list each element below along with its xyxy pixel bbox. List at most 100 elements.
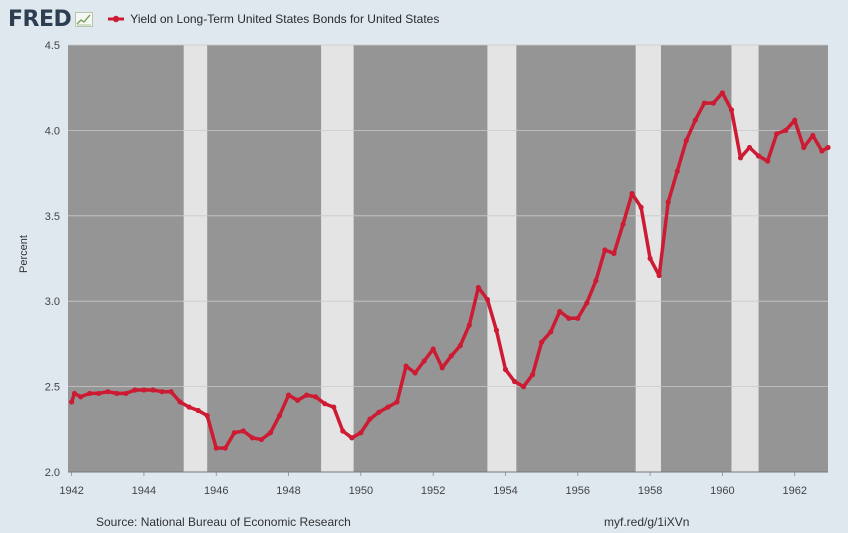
data-point xyxy=(159,389,165,395)
source-note: Source: National Bureau of Economic Rese… xyxy=(96,515,351,529)
data-point xyxy=(674,168,680,174)
data-point xyxy=(792,117,798,123)
data-point xyxy=(557,308,563,315)
data-point xyxy=(294,397,301,403)
chart-header: FRED Yield on Long-Term United States Bo… xyxy=(8,6,439,32)
data-point xyxy=(819,148,825,154)
data-point xyxy=(457,343,463,349)
data-point xyxy=(96,390,102,397)
x-tick-label: 1956 xyxy=(566,485,590,497)
data-point xyxy=(304,392,310,398)
recession-band xyxy=(487,45,517,472)
data-point xyxy=(765,158,771,164)
x-tick-label: 1960 xyxy=(710,485,734,497)
data-point xyxy=(358,430,364,436)
data-point xyxy=(710,100,716,106)
x-tick-label: 1946 xyxy=(204,485,228,497)
recession-band xyxy=(183,45,208,472)
x-tick-label: 1962 xyxy=(782,485,806,497)
fred-logo[interactable]: FRED xyxy=(8,6,72,32)
data-point xyxy=(87,390,93,397)
data-point xyxy=(484,296,491,303)
y-tick-label: 3.0 xyxy=(45,296,60,308)
data-point xyxy=(548,329,554,335)
data-point xyxy=(231,430,237,436)
data-point xyxy=(448,353,454,359)
data-point xyxy=(719,90,726,96)
data-point xyxy=(502,366,509,373)
fred-chart-icon xyxy=(75,11,94,27)
data-point xyxy=(367,416,373,422)
data-point xyxy=(584,300,590,306)
data-point xyxy=(783,127,789,133)
data-point xyxy=(71,390,78,397)
data-point xyxy=(575,315,581,321)
data-point xyxy=(204,413,210,419)
data-point xyxy=(267,430,274,436)
data-point xyxy=(629,190,635,197)
data-point xyxy=(602,247,608,253)
data-point xyxy=(78,394,84,400)
y-tick-label: 4.0 xyxy=(45,125,60,137)
data-point xyxy=(213,445,219,451)
x-tick-label: 1954 xyxy=(493,485,517,497)
x-tick-label: 1950 xyxy=(349,485,373,497)
data-point xyxy=(439,365,445,371)
y-tick-label: 3.5 xyxy=(45,211,60,223)
data-point xyxy=(566,315,572,321)
data-point xyxy=(737,155,744,161)
data-point xyxy=(141,387,147,393)
y-tick-label: 4.5 xyxy=(45,40,60,52)
data-point xyxy=(186,404,192,410)
data-point xyxy=(430,346,436,352)
data-point xyxy=(801,144,807,151)
data-point xyxy=(276,413,283,419)
data-point xyxy=(285,392,292,398)
data-point xyxy=(683,138,689,144)
data-point xyxy=(755,153,762,159)
data-point xyxy=(511,378,518,385)
data-point xyxy=(132,387,138,393)
data-point xyxy=(466,322,472,328)
data-point xyxy=(114,390,120,397)
data-point xyxy=(340,428,346,434)
x-tick-label: 1958 xyxy=(638,485,662,497)
data-point xyxy=(593,278,599,284)
data-point xyxy=(385,404,391,410)
recession-band xyxy=(321,45,354,472)
data-point xyxy=(692,117,698,123)
data-point xyxy=(123,390,129,397)
data-point xyxy=(647,255,653,262)
short-link[interactable]: myf.red/g/1iXVn xyxy=(604,515,690,529)
legend[interactable]: Yield on Long-Term United States Bonds f… xyxy=(107,12,439,26)
data-point xyxy=(195,407,201,414)
data-point xyxy=(150,387,156,393)
data-point xyxy=(475,284,481,291)
data-point xyxy=(825,144,831,151)
data-point xyxy=(349,435,355,441)
data-point xyxy=(620,221,626,227)
data-point xyxy=(376,409,382,415)
y-tick-label: 2.5 xyxy=(45,382,60,394)
data-point xyxy=(412,370,418,376)
data-point xyxy=(258,436,265,443)
data-point xyxy=(394,399,400,405)
data-point xyxy=(810,132,816,139)
data-point xyxy=(105,389,111,395)
plot-area xyxy=(68,45,828,472)
data-point xyxy=(530,372,536,378)
data-point xyxy=(240,428,246,434)
data-point xyxy=(168,389,174,395)
x-tick-label: 1948 xyxy=(276,485,300,497)
data-point xyxy=(322,401,328,407)
data-point xyxy=(728,107,735,113)
x-tick-label: 1942 xyxy=(59,485,83,497)
data-point xyxy=(177,399,183,405)
legend-label: Yield on Long-Term United States Bonds f… xyxy=(130,12,440,26)
data-point xyxy=(701,100,707,106)
data-point xyxy=(638,204,644,210)
data-point xyxy=(403,363,409,369)
legend-swatch-icon xyxy=(108,15,125,23)
y-tick-label: 2.0 xyxy=(45,467,60,479)
